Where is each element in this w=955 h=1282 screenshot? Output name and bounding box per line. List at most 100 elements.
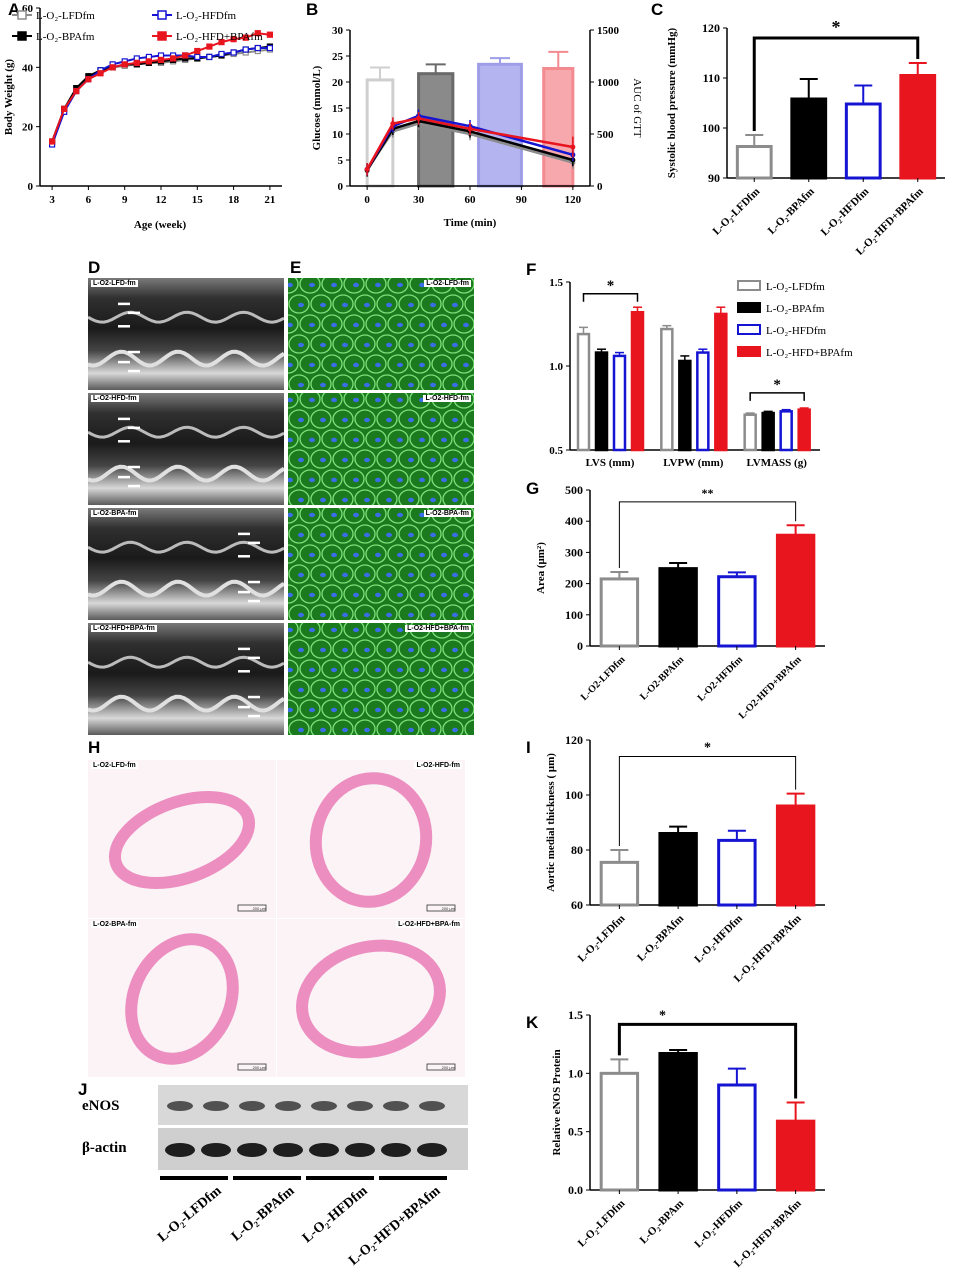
- y-tick-label: 1.5: [568, 1008, 583, 1022]
- nucleus: [353, 667, 359, 673]
- nucleus: [452, 727, 458, 733]
- cell-outline: [376, 489, 398, 505]
- measurement-marker: [118, 325, 130, 328]
- scale-bar-label: 200 μm: [252, 906, 266, 911]
- cell-outline: [464, 489, 474, 505]
- cell-outline: [288, 639, 310, 659]
- bar-hfd: [779, 410, 793, 452]
- cell-outline: [310, 409, 332, 429]
- legend-label-lfd: L-O₂-LFDfm: [36, 10, 95, 22]
- nucleus: [441, 552, 447, 558]
- image-label: L-O2-HFD-fm: [414, 762, 462, 769]
- nucleus: [375, 707, 381, 713]
- x-axis-label: Time (min): [444, 217, 497, 229]
- nucleus: [342, 612, 348, 618]
- nucleus: [298, 532, 304, 538]
- cell-outline: [321, 354, 343, 374]
- nucleus: [342, 497, 348, 503]
- image-label: L-O2-HFD+BPA-fm: [91, 625, 157, 632]
- y-tick-label: 0: [577, 639, 583, 653]
- cell-outline: [332, 604, 354, 620]
- nucleus: [320, 457, 326, 463]
- wall-trace: [88, 349, 284, 368]
- data-point: [170, 55, 177, 62]
- nucleus: [408, 457, 414, 463]
- y-axis-label: Glucose (mmol/L): [311, 65, 323, 150]
- nucleus: [309, 512, 315, 518]
- cell-outline: [365, 699, 387, 719]
- bar-hfd: [717, 1083, 757, 1192]
- cell-outline: [299, 469, 321, 489]
- data-point: [242, 46, 249, 53]
- cell-outline: [365, 354, 387, 374]
- cell-outline: [288, 699, 299, 719]
- significance-mark: *: [832, 17, 841, 37]
- cell-outline: [310, 604, 332, 620]
- nucleus: [320, 417, 326, 423]
- cell-outline: [332, 564, 354, 584]
- data-point: [157, 56, 165, 64]
- nucleus: [408, 382, 414, 388]
- group-label: L-O₂-LFDfm: [155, 1183, 225, 1245]
- cell-outline: [442, 604, 464, 620]
- significance-mark: *: [659, 1008, 666, 1023]
- cell-outline: [420, 374, 442, 390]
- significance-bracket: [617, 1022, 798, 1099]
- nucleus: [430, 727, 436, 733]
- data-point: [230, 36, 237, 43]
- nucleus: [364, 417, 370, 423]
- cell-outline: [398, 524, 420, 544]
- cell-outline: [398, 564, 420, 584]
- nucleus: [353, 322, 359, 328]
- cell-outline: [387, 393, 409, 409]
- cell-outline: [442, 639, 464, 659]
- cell-outline: [288, 354, 299, 374]
- y-tick-label: 300: [565, 545, 583, 559]
- wall-trace: [88, 425, 284, 439]
- band-enos: [383, 1101, 409, 1111]
- significance-bracket: [749, 392, 805, 401]
- cell-outline: [409, 699, 431, 719]
- y2-tick-label: 1000: [597, 77, 620, 89]
- measurement-marker: [238, 705, 250, 709]
- cell-outline: [299, 584, 321, 604]
- nucleus: [452, 687, 458, 693]
- cell-outline: [288, 623, 299, 639]
- nucleus: [386, 612, 392, 618]
- glucose-point: [364, 166, 370, 172]
- nucleus: [397, 282, 403, 288]
- image-label: L-O2-LFD-fm: [424, 280, 471, 287]
- cell-outline: [409, 584, 431, 604]
- cell-outline: [387, 544, 409, 564]
- cell-outline: [431, 699, 453, 719]
- nucleus: [375, 322, 381, 328]
- data-point: [73, 87, 80, 95]
- x-tick-label: L-O₂-LFDfm: [711, 186, 763, 238]
- cell-outline: [365, 584, 387, 604]
- x-tick-label: LVMASS (g): [746, 457, 807, 469]
- nucleus: [309, 592, 315, 598]
- cell-outline: [288, 659, 299, 679]
- band-enos: [311, 1101, 337, 1111]
- cell-outline: [354, 294, 376, 314]
- nucleus: [419, 437, 425, 443]
- nucleus: [375, 592, 381, 598]
- nucleus: [331, 397, 337, 403]
- cell-outline: [464, 409, 474, 429]
- cell-outline: [354, 334, 376, 354]
- cell-outline: [343, 699, 365, 719]
- cell-outline: [409, 354, 431, 374]
- y-tick-label: 200: [565, 577, 583, 591]
- y-tick-label: 1.0: [568, 1066, 583, 1080]
- cell-outline: [343, 623, 365, 639]
- panel-label-b: B: [306, 0, 319, 19]
- nucleus: [408, 727, 414, 733]
- wall-trace: [88, 310, 284, 324]
- y-tick-label: 500: [565, 483, 583, 497]
- nucleus: [441, 592, 447, 598]
- x-tick-label: L-O₂-BPAfm: [635, 913, 686, 964]
- nucleus: [386, 302, 392, 308]
- band-actin: [201, 1143, 231, 1157]
- legend-marker: [157, 31, 167, 41]
- cell-outline: [343, 544, 365, 564]
